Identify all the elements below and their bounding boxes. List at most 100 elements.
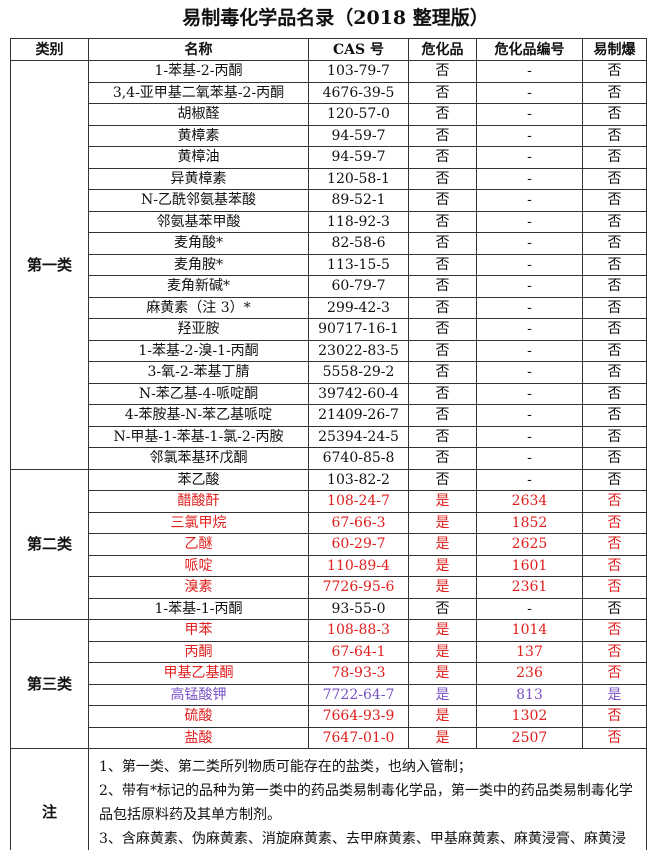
cell: 否 (582, 210, 647, 233)
cell: 高锰酸钾 (88, 683, 309, 706)
cell: 哌啶 (88, 554, 309, 577)
cell: 否 (408, 232, 477, 255)
cell: 否 (582, 81, 647, 104)
cell: 否 (408, 275, 477, 298)
cell: 否 (408, 339, 477, 362)
table-row: N-苯乙基-4-哌啶酮 39742-60-4 否 - 否 (11, 382, 647, 405)
cell: 否 (582, 404, 647, 427)
cell: 否 (582, 60, 647, 83)
cell: - (476, 146, 583, 169)
cell: 90717-16-1 (308, 318, 409, 341)
table-row: 盐酸 7647-01-0 是 2507 否 (11, 726, 647, 749)
cell: 118-92-3 (308, 210, 409, 233)
table-row: 第一类 1-苯基-2-丙酮 103-79-7 否 - 否 (10, 60, 647, 470)
cell: 2361 (476, 576, 583, 599)
cell: 67-66-3 (308, 511, 409, 534)
cell: 120-58-1 (308, 167, 409, 190)
cell: 否 (582, 339, 647, 362)
cell: 299-42-3 (308, 296, 409, 319)
cell: 1-苯基-2-丙酮 (88, 60, 309, 83)
cell: 5558-29-2 (308, 361, 409, 384)
cell: 丙酮 (88, 640, 309, 663)
precursor-table: 类别 名称 CAS 号危化品 危化品编号 易制爆 第一类 1-苯基-2-丙酮 103-79-… (10, 38, 647, 850)
table-row: 4-苯胺基-N-苯乙基哌啶 21409-26-7 否 - 否 (11, 404, 647, 427)
cell: 麦角胺* (88, 253, 309, 276)
cell: 82-58-6 (308, 232, 409, 255)
cell: 60-79-7 (308, 275, 409, 298)
table-row: 溴素 7726-95-6 是 2361 否 (11, 576, 647, 599)
cell: - (476, 210, 583, 233)
cell: 否 (582, 726, 647, 749)
table-row: 硫酸 7664-93-9 是 1302 否 (11, 705, 647, 728)
cell: 否 (408, 382, 477, 405)
cell: 236 (476, 662, 583, 685)
header-cell: 危化品编号 (476, 38, 583, 61)
note-item: 1、第一类、第二类所列物质可能存在的盐类，也纳入管制； (99, 759, 472, 775)
cell: 是 (408, 490, 477, 513)
cell: 3-氧-2-苯基丁腈 (88, 361, 309, 384)
cell: 邻氯苯基环戊酮 (88, 447, 309, 470)
table-row: 1-苯基-2-溴-1-丙酮 23022-83-5 否 - 否 (11, 339, 647, 362)
cell: - (476, 318, 583, 341)
cell: 7647-01-0 (308, 726, 409, 749)
cell: - (476, 124, 583, 147)
cell: 78-93-3 (308, 662, 409, 685)
cell: 94-59-7 (308, 146, 409, 169)
cell: 否 (408, 597, 477, 620)
cell: 67-64-1 (308, 640, 409, 663)
cell: 否 (408, 60, 477, 83)
table-row: 3,4-亚甲基二氧苯基-2-丙酮 4676-39-5 否 - 否 (11, 81, 647, 104)
cell: 113-15-5 (308, 253, 409, 276)
cell: 否 (582, 468, 647, 491)
cell: 否 (408, 447, 477, 470)
table-row: 黄樟素 94-59-7 否 - 否 (11, 124, 647, 147)
header-cell: 类别 (10, 38, 89, 61)
cell: 是 (408, 705, 477, 728)
cell: 麦角酸* (88, 232, 309, 255)
category-cell: 第一类 (10, 60, 89, 470)
table-row: 麦角酸* 82-58-6 否 - 否 (11, 232, 647, 255)
cell: 137 (476, 640, 583, 663)
cell: - (476, 232, 583, 255)
cell: 否 (582, 554, 647, 577)
cell: 是 (408, 662, 477, 685)
cell: 否 (582, 533, 647, 556)
cell: - (476, 81, 583, 104)
cell: 否 (582, 640, 647, 663)
cell: 是 (408, 576, 477, 599)
cell: 三氯甲烷 (88, 511, 309, 534)
cell: 否 (408, 404, 477, 427)
table-row: 麦角胺* 113-15-5 否 - 否 (11, 253, 647, 276)
table-row: 邻氯苯基环戊酮 6740-85-8 否 - 否 (11, 447, 647, 470)
title: 易制毒化学品名录（2018 整理版） (182, 7, 489, 29)
cell: - (476, 275, 583, 298)
cell: - (476, 425, 583, 448)
cell: 2507 (476, 726, 583, 749)
cell: 4676-39-5 (308, 81, 409, 104)
table-row: 1-苯基-1-丙酮 93-55-0 否 - 否 (11, 597, 647, 620)
cell: 7726-95-6 (308, 576, 409, 599)
cell: 否 (582, 167, 647, 190)
cell: 93-55-0 (308, 597, 409, 620)
cell: 813 (476, 683, 583, 706)
cell: 是 (408, 726, 477, 749)
cell: 否 (582, 296, 647, 319)
notes-label: 注 (10, 748, 89, 850)
cell: 7722-64-7 (308, 683, 409, 706)
cell: 是 (408, 683, 477, 706)
header-cell: 易制爆 (582, 38, 647, 61)
cell: 1852 (476, 511, 583, 534)
cell: - (476, 189, 583, 212)
notes-cell: 1、第一类、第二类所列物质可能存在的盐类，也纳入管制； 2、带有*标记的品种为第一… (88, 748, 647, 850)
cell: 黄樟油 (88, 146, 309, 169)
cell: 胡椒醛 (88, 103, 309, 126)
table-row: 三氯甲烷 67-66-3 是 1852 否 (11, 511, 647, 534)
cell: 是 (408, 640, 477, 663)
table-row: 邻氨基苯甲酸 118-92-3 否 - 否 (11, 210, 647, 233)
cell: 异黄樟素 (88, 167, 309, 190)
cell: N-乙酰邻氨基苯酸 (88, 189, 309, 212)
cell: 否 (408, 167, 477, 190)
cell: 麦角新碱* (88, 275, 309, 298)
cell: 黄樟素 (88, 124, 309, 147)
cell: 否 (408, 146, 477, 169)
